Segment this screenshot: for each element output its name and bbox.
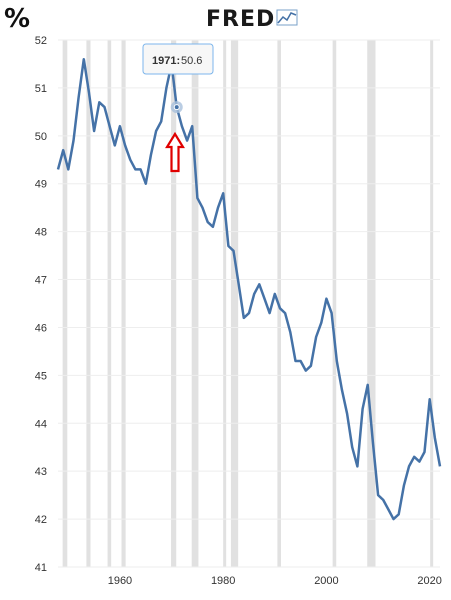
series-line bbox=[56, 57, 442, 521]
recession-band bbox=[86, 40, 91, 567]
x-tick-label: 2000 bbox=[314, 575, 338, 587]
y-axis-ticks: 41 42 43 44 45 46 47 48 49 50 51 52 bbox=[35, 35, 47, 574]
x-axis-ticks: 1960 1980 2000 2020 bbox=[108, 575, 442, 587]
recession-band bbox=[107, 40, 112, 567]
recession-bands bbox=[62, 40, 434, 567]
y-tick-label: 42 bbox=[35, 514, 47, 526]
highlight-marker bbox=[170, 101, 183, 114]
y-tick-label: 51 bbox=[35, 83, 47, 95]
y-tick-label: 52 bbox=[35, 35, 47, 47]
recession-band bbox=[121, 40, 126, 567]
recession-band bbox=[367, 40, 376, 567]
data-tooltip: 1971: 50.6 bbox=[142, 43, 214, 75]
y-tick-label: 46 bbox=[35, 322, 47, 334]
recession-band bbox=[223, 40, 227, 567]
y-tick-label: 41 bbox=[35, 562, 47, 574]
x-tick-label: 1980 bbox=[211, 575, 235, 587]
recession-band bbox=[191, 40, 199, 567]
y-tick-label: 44 bbox=[35, 418, 47, 430]
y-tick-label: 48 bbox=[35, 227, 47, 239]
y-tick-label: 43 bbox=[35, 466, 47, 478]
unit-label: % bbox=[4, 4, 30, 34]
recession-band bbox=[332, 40, 337, 567]
y-tick-label: 50 bbox=[35, 131, 47, 143]
x-tick-label: 1960 bbox=[108, 575, 132, 587]
tooltip-value: 50.6 bbox=[181, 55, 202, 67]
recession-band bbox=[171, 40, 177, 567]
recession-band bbox=[62, 40, 68, 567]
x-tick-label: 2020 bbox=[417, 575, 441, 587]
series-points bbox=[57, 58, 441, 520]
tooltip-box bbox=[142, 43, 214, 75]
highlight-dot bbox=[173, 104, 180, 111]
fred-logo: FRED bbox=[206, 7, 298, 32]
recession-band bbox=[430, 40, 434, 567]
red-arrow-annotation bbox=[165, 131, 185, 173]
y-tick-label: 49 bbox=[35, 179, 47, 191]
y-tick-label: 47 bbox=[35, 275, 47, 287]
fred-logo-text: FRED bbox=[206, 7, 275, 32]
grid-lines bbox=[58, 39, 440, 568]
y-tick-label: 45 bbox=[35, 370, 47, 382]
trend-graph-icon bbox=[276, 9, 298, 26]
recession-band bbox=[230, 40, 239, 567]
tooltip-label: 1971: bbox=[152, 55, 180, 67]
